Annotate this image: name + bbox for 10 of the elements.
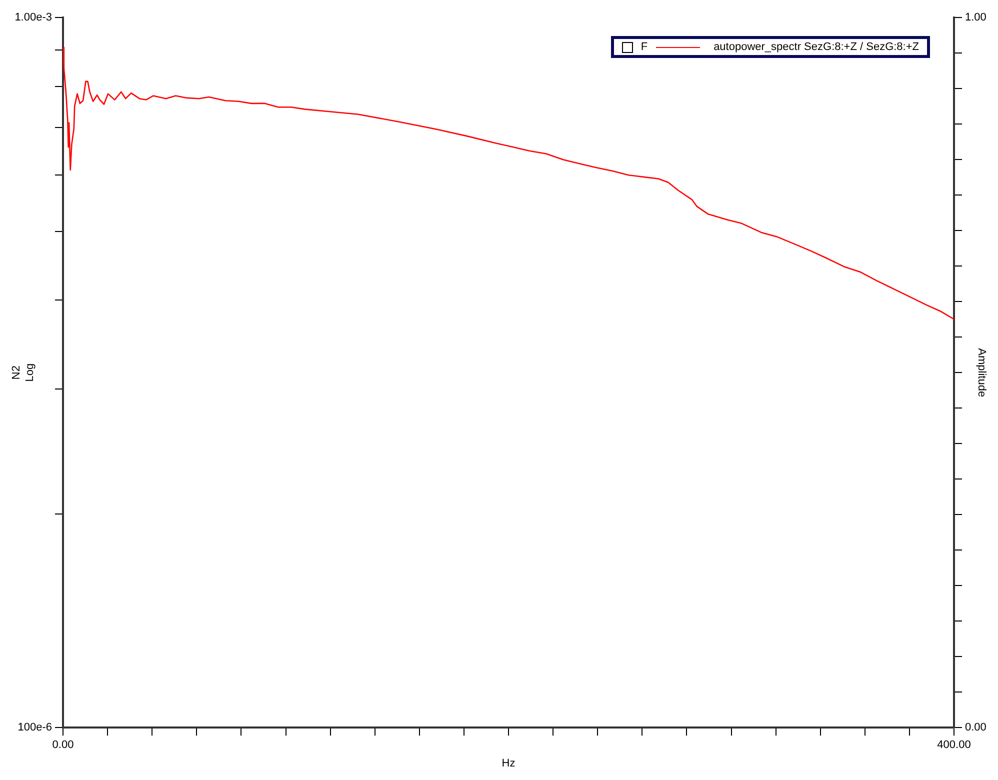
- y2-axis-title: Amplitude: [975, 348, 988, 398]
- x-axis-title: Hz: [502, 757, 516, 770]
- y-tick-label: 1.00e-3: [14, 12, 52, 24]
- y-tick-label: 100e-6: [18, 722, 52, 734]
- x-tick-label: 400.00: [937, 739, 971, 752]
- legend-label: autopower_spectr SezG:8:+Z / SezG:8:+Z: [714, 41, 919, 53]
- legend-title: F: [640, 41, 648, 53]
- y2-tick-label: 1.00: [965, 12, 986, 24]
- y-axis-title: N2 Log: [10, 363, 36, 382]
- y2-tick-label: 0.00: [965, 722, 986, 734]
